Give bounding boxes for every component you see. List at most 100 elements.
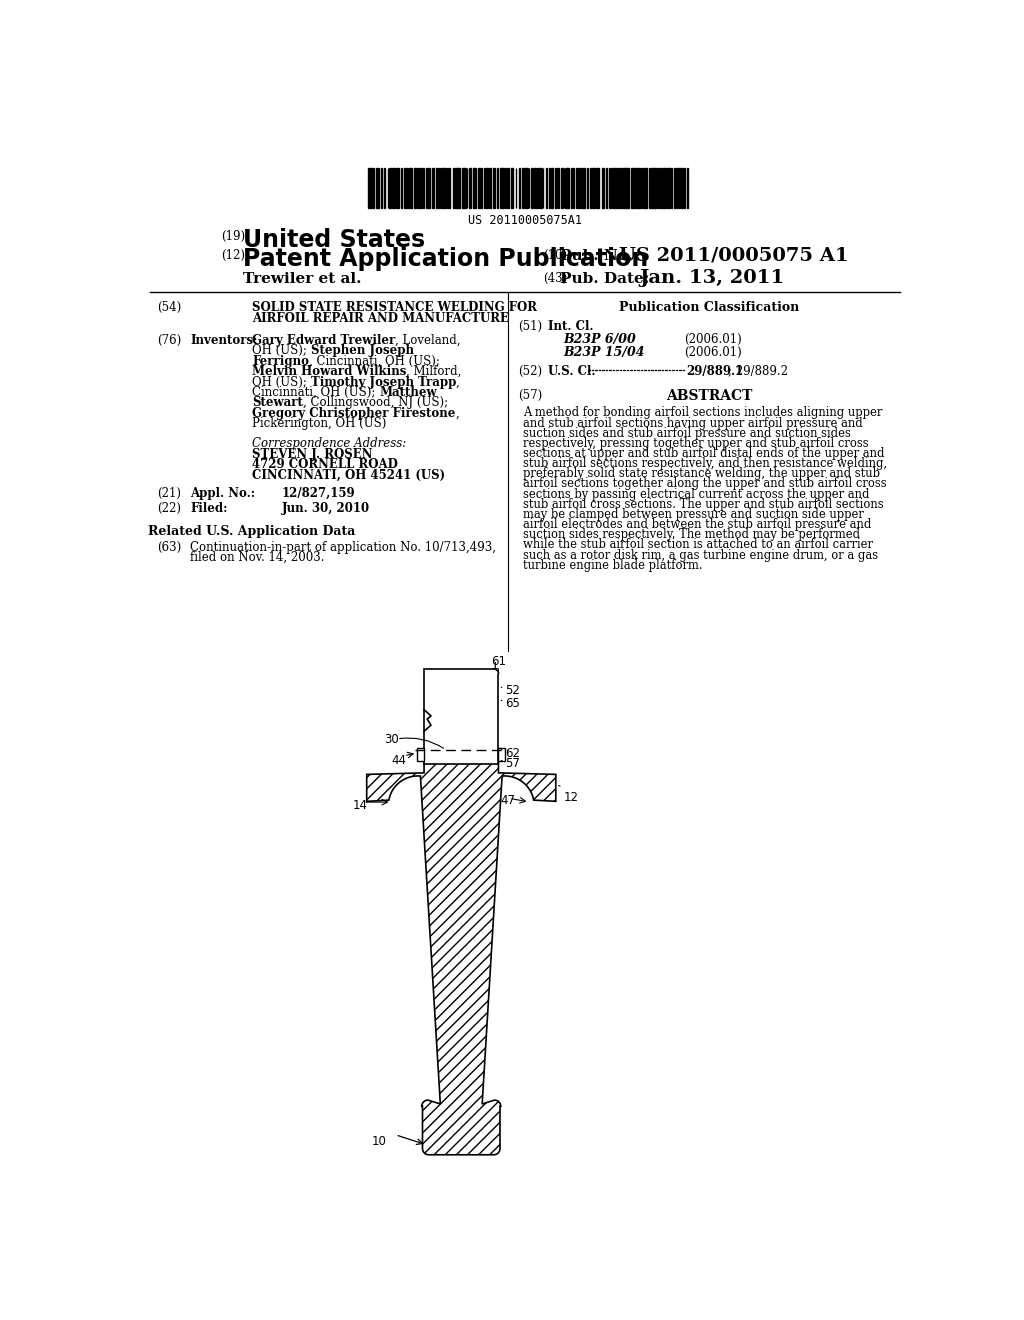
Bar: [473, 168, 476, 207]
Bar: [381, 168, 382, 207]
Bar: [428, 168, 430, 207]
Text: OH (US);: OH (US);: [252, 376, 310, 388]
Text: 12: 12: [563, 791, 579, 804]
Bar: [633, 168, 636, 207]
Bar: [621, 168, 622, 207]
Bar: [631, 168, 633, 207]
Bar: [426, 168, 427, 207]
Text: 4729 CORNELL ROAD: 4729 CORNELL ROAD: [252, 458, 398, 471]
Bar: [438, 168, 440, 207]
Text: , Loveland,: , Loveland,: [395, 334, 461, 347]
Text: ,: ,: [456, 376, 460, 388]
Bar: [435, 168, 438, 207]
Bar: [587, 168, 589, 207]
Text: while the stub airfoil section is attached to an airfoil carrier: while the stub airfoil section is attach…: [523, 539, 873, 552]
Bar: [678, 168, 680, 207]
Bar: [557, 168, 559, 207]
Text: (2006.01): (2006.01): [684, 346, 741, 359]
Bar: [497, 168, 499, 207]
Text: 10: 10: [372, 1135, 387, 1148]
Bar: [637, 168, 640, 207]
Bar: [671, 168, 672, 207]
Text: US 20110005075A1: US 20110005075A1: [468, 214, 582, 227]
Text: Melvin Howard Wilkins: Melvin Howard Wilkins: [252, 366, 407, 378]
Text: preferably solid state resistance welding, the upper and stub: preferably solid state resistance weldin…: [523, 467, 881, 480]
Bar: [389, 168, 391, 207]
Text: turbine engine blade platform.: turbine engine blade platform.: [523, 558, 702, 572]
Text: (12): (12): [221, 249, 245, 263]
Text: , Collingswood, NJ (US);: , Collingswood, NJ (US);: [303, 396, 449, 409]
Bar: [676, 168, 678, 207]
Text: Gregory Christopher Firestone: Gregory Christopher Firestone: [252, 407, 456, 420]
Bar: [567, 168, 569, 207]
Bar: [414, 168, 417, 207]
Bar: [403, 168, 406, 207]
Bar: [493, 168, 496, 207]
Bar: [651, 168, 652, 207]
Bar: [507, 168, 509, 207]
Bar: [624, 168, 626, 207]
Bar: [500, 168, 502, 207]
Bar: [420, 168, 422, 207]
Text: Gary Edward Trewiler: Gary Edward Trewiler: [252, 334, 395, 347]
Bar: [538, 168, 539, 207]
Bar: [601, 168, 604, 207]
Bar: [384, 168, 385, 207]
Text: Int. Cl.: Int. Cl.: [548, 321, 594, 333]
Text: STEVEN J. ROSEN: STEVEN J. ROSEN: [252, 447, 373, 461]
Text: Inventors:: Inventors:: [190, 334, 257, 347]
Text: A method for bonding airfoil sections includes aligning upper: A method for bonding airfoil sections in…: [523, 407, 883, 420]
Bar: [489, 168, 490, 207]
Text: US 2011/0005075 A1: US 2011/0005075 A1: [620, 247, 849, 265]
Text: , Cincinnati, OH (US);: , Cincinnati, OH (US);: [309, 355, 440, 368]
Bar: [369, 168, 371, 207]
Bar: [535, 168, 536, 207]
Text: 14: 14: [352, 799, 368, 812]
Bar: [477, 168, 480, 207]
Bar: [511, 168, 513, 207]
Bar: [373, 168, 375, 207]
Bar: [449, 168, 451, 207]
Bar: [423, 168, 424, 207]
Text: Ferrigno: Ferrigno: [252, 355, 309, 368]
Text: (76): (76): [158, 334, 181, 347]
Bar: [432, 168, 434, 207]
Text: Matthew: Matthew: [379, 385, 437, 399]
Text: Related U.S. Application Data: Related U.S. Application Data: [148, 525, 355, 539]
Bar: [546, 168, 547, 207]
Bar: [453, 168, 455, 207]
Bar: [549, 168, 550, 207]
Text: such as a rotor disk rim, a gas turbine engine drum, or a gas: such as a rotor disk rim, a gas turbine …: [523, 549, 879, 561]
Bar: [526, 168, 528, 207]
Bar: [494, 669, 499, 673]
Polygon shape: [367, 750, 556, 1155]
Text: filed on Nov. 14, 2003.: filed on Nov. 14, 2003.: [190, 550, 325, 564]
Text: (43): (43): [543, 272, 567, 285]
Text: respectively, pressing together upper and stub airfoil cross: respectively, pressing together upper an…: [523, 437, 869, 450]
Text: , Milford,: , Milford,: [407, 366, 462, 378]
Text: Correspondence Address:: Correspondence Address:: [252, 437, 407, 450]
Text: Continuation-in-part of application No. 10/713,493,: Continuation-in-part of application No. …: [190, 541, 496, 553]
Text: Filed:: Filed:: [190, 502, 227, 515]
Text: sections by passing electrical current across the upper and: sections by passing electrical current a…: [523, 487, 869, 500]
Text: Cincinnati, OH (US);: Cincinnati, OH (US);: [252, 385, 379, 399]
Bar: [665, 168, 666, 207]
Text: may be clamped between pressure and suction side upper: may be clamped between pressure and suct…: [523, 508, 864, 521]
Bar: [590, 168, 592, 207]
Bar: [458, 168, 460, 207]
Bar: [575, 168, 579, 207]
Bar: [417, 748, 424, 760]
Bar: [561, 168, 563, 207]
Bar: [592, 168, 595, 207]
Text: 29/889.1: 29/889.1: [686, 364, 743, 378]
Text: 52: 52: [505, 684, 519, 697]
Bar: [596, 168, 598, 207]
Text: stub airfoil cross sections. The upper and stub airfoil sections: stub airfoil cross sections. The upper a…: [523, 498, 884, 511]
Bar: [687, 168, 688, 207]
Text: suction sides and stub airfoil pressure and suction sides: suction sides and stub airfoil pressure …: [523, 426, 851, 440]
Bar: [441, 168, 442, 207]
Text: OH (US);: OH (US);: [252, 345, 310, 358]
Text: ; 29/889.2: ; 29/889.2: [728, 364, 787, 378]
Text: Stewart: Stewart: [252, 396, 303, 409]
Bar: [400, 168, 402, 207]
